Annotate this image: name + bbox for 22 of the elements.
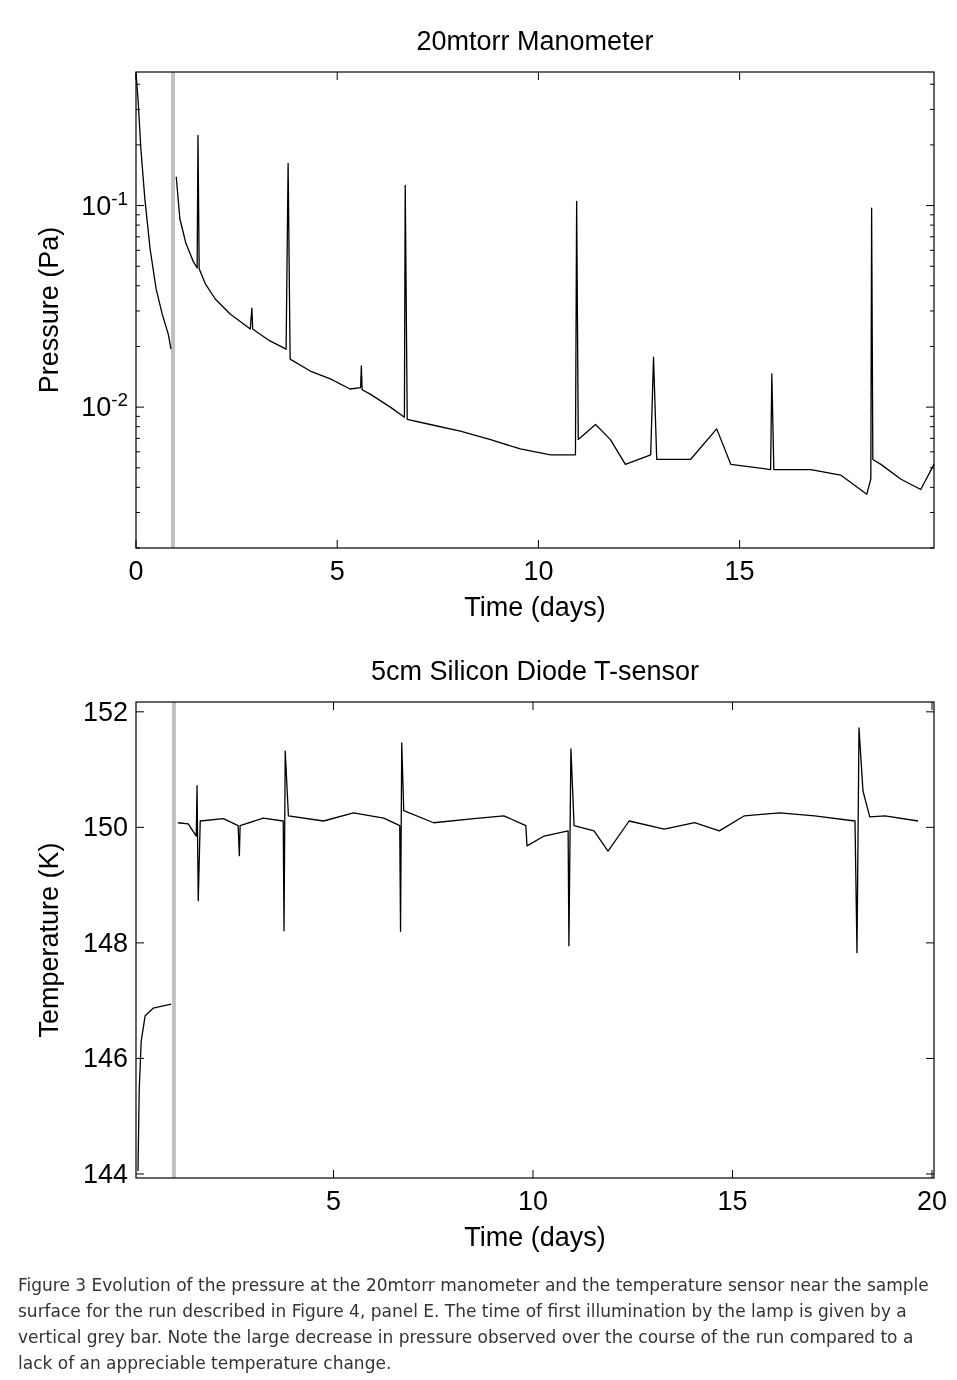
x-tick-label: 15 — [717, 1186, 748, 1216]
x-tick-label: 5 — [325, 1186, 342, 1216]
y-tick-label: 148 — [82, 927, 128, 958]
caption: Figure 3 Evolution of the pressure at the 20mtorr manometer and the temperature sensor near the sample surface for the run described in Figure 4, panel E. The time of first illumination by the lamp is given by a vertical grey bar. Note the large decrease in pressure observed over the course of the run compared to a lack of an appreciable temperature change. — [17, 1274, 930, 1375]
y-tick-label: 10$^{-2}$ — [81, 388, 128, 423]
x-tick-label: 5 — [329, 556, 345, 586]
x-tick-label: 10 — [523, 556, 554, 586]
y-tick-label: 146 — [82, 1043, 128, 1074]
y-tick-label: 10$^{-1}$ — [81, 187, 128, 221]
x-tick-label: 10 — [517, 1186, 549, 1216]
x-tick-label: 20 — [916, 1186, 948, 1216]
y-axis-title: Temperature (K) — [34, 842, 64, 1038]
x-axis-title: Time (days) — [464, 592, 606, 622]
y-tick-label: 144 — [82, 1158, 128, 1189]
chart-title: 5cm Silicon Diode T-sensor — [370, 656, 700, 686]
chart-title: 20mtorr Manometer — [416, 26, 654, 56]
y-tick-label: 152 — [82, 696, 128, 727]
x-axis-title: Time (days) — [464, 1222, 606, 1252]
y-tick-label: 150 — [82, 812, 128, 843]
x-tick-label: 15 — [724, 556, 755, 586]
x-tick-label: 0 — [128, 556, 144, 586]
y-axis-title: Pressure (Pa) — [34, 226, 64, 394]
